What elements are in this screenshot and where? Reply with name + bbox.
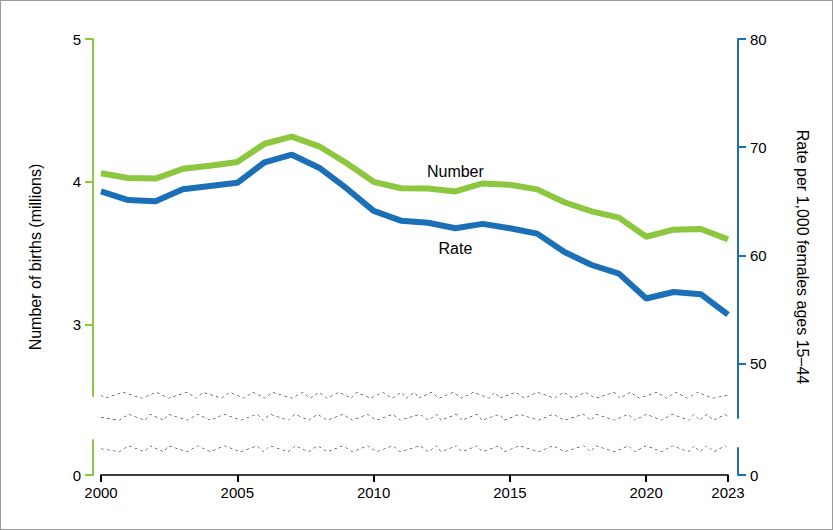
svg-text:3: 3	[73, 316, 81, 333]
svg-text:4: 4	[73, 173, 81, 190]
svg-text:2020: 2020	[630, 484, 663, 501]
svg-text:2015: 2015	[493, 484, 526, 501]
svg-text:50: 50	[750, 355, 767, 372]
svg-text:80: 80	[750, 31, 767, 48]
svg-text:2010: 2010	[357, 484, 390, 501]
svg-text:70: 70	[750, 139, 767, 156]
svg-text:0: 0	[73, 467, 81, 484]
svg-text:Rate per 1,000 females ages 15: Rate per 1,000 females ages 15–44	[794, 130, 811, 385]
svg-text:Rate: Rate	[438, 240, 472, 257]
svg-text:2023: 2023	[711, 484, 744, 501]
svg-text:60: 60	[750, 247, 767, 264]
svg-text:0: 0	[750, 467, 758, 484]
svg-text:Number of births (millions): Number of births (millions)	[27, 164, 44, 351]
svg-text:2000: 2000	[84, 484, 117, 501]
svg-text:2005: 2005	[221, 484, 254, 501]
svg-text:Number: Number	[427, 163, 485, 180]
svg-text:5: 5	[73, 31, 81, 48]
